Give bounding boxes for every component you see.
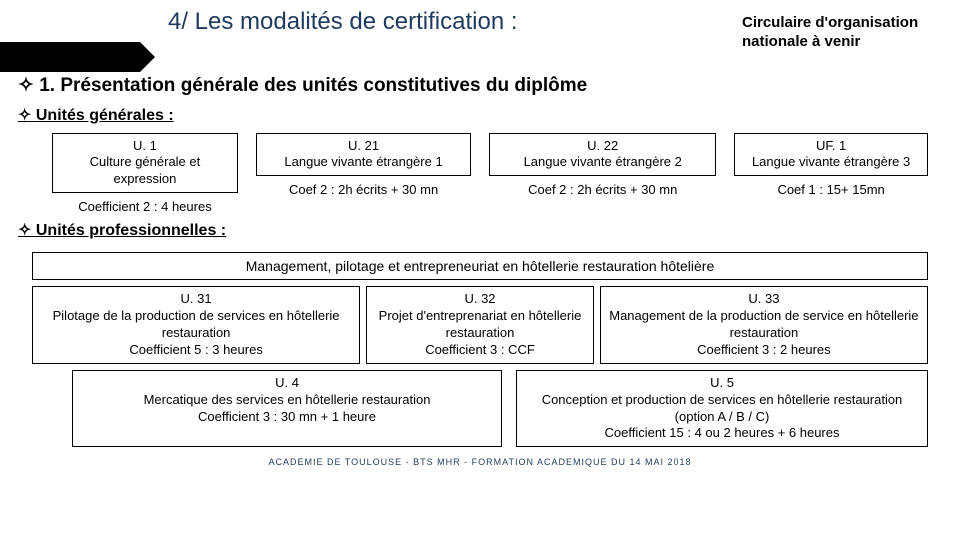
unit-coef: Coef 1 : 15+ 15mn xyxy=(734,182,928,197)
section-1-text: 1. Présentation générale des unités cons… xyxy=(39,75,587,96)
unit-u31: U. 31 Pilotage de la production de servi… xyxy=(32,286,360,364)
bullet-icon: ✧ xyxy=(18,107,31,124)
unit-box: UF. 1 Langue vivante étrangère 3 xyxy=(734,133,928,177)
accent-bar xyxy=(0,42,140,72)
pro-banner: Management, pilotage et entrepreneuriat … xyxy=(32,252,928,280)
unit-u4: U. 4 Mercatique des services en hôteller… xyxy=(72,370,502,448)
header: 4/ Les modalités de certification : Circ… xyxy=(168,8,942,52)
unit-coef: Coef 2 : 2h écrits + 30 mn xyxy=(489,182,716,197)
unit-label: Pilotage de la production de services en… xyxy=(39,308,353,342)
unit-code: U. 21 xyxy=(263,138,464,155)
unit-coef: Coefficient 2 : 4 heures xyxy=(52,199,238,214)
section-2-text: Unités générales : xyxy=(36,107,174,124)
pro-row-1: U. 31 Pilotage de la production de servi… xyxy=(32,286,928,364)
unit-u33: U. 33 Management de la production de ser… xyxy=(600,286,928,364)
section-heading-3: ✧ Unités professionnelles : xyxy=(18,220,942,240)
unit-coef: Coefficient 3 : 2 heures xyxy=(607,342,921,359)
unit-box: U. 22 Langue vivante étrangère 2 xyxy=(489,133,716,177)
unit-box: U. 21 Langue vivante étrangère 1 xyxy=(256,133,471,177)
unit-code: U. 33 xyxy=(607,291,921,308)
unit-code: U. 31 xyxy=(39,291,353,308)
bullet-icon: ✧ xyxy=(18,222,31,239)
slide: 4/ Les modalités de certification : Circ… xyxy=(0,0,960,540)
pro-row-2: U. 4 Mercatique des services en hôteller… xyxy=(32,370,928,448)
unit-code: U. 1 xyxy=(59,138,231,155)
unit-code: U. 5 xyxy=(523,375,921,392)
unit-u22: U. 22 Langue vivante étrangère 2 Coef 2 … xyxy=(489,133,716,215)
unit-coef: Coefficient 3 : 30 mn + 1 heure xyxy=(79,409,495,426)
unit-label: Mercatique des services en hôtellerie re… xyxy=(79,392,495,409)
unit-label: Langue vivante étrangère 3 xyxy=(741,154,921,171)
unit-u21: U. 21 Langue vivante étrangère 1 Coef 2 … xyxy=(256,133,471,215)
unit-label: Management de la production de service e… xyxy=(607,308,921,342)
header-note: Circulaire d'organisation nationale à ve… xyxy=(742,14,942,52)
footer-text: ACADEMIE DE TOULOUSE - BTS MHR - FORMATI… xyxy=(18,457,942,467)
unit-box: U. 1 Culture générale et expression xyxy=(52,133,238,194)
unit-option: (option A / B / C) xyxy=(523,409,921,426)
general-units-row: U. 1 Culture générale et expression Coef… xyxy=(52,133,928,215)
section-3-text: Unités professionnelles : xyxy=(36,222,226,239)
unit-label: Langue vivante étrangère 1 xyxy=(263,154,464,171)
section-heading-1: ✧ 1. Présentation générale des unités co… xyxy=(18,74,942,97)
unit-label: Culture générale et expression xyxy=(59,154,231,188)
unit-label: Langue vivante étrangère 2 xyxy=(496,154,709,171)
unit-coef: Coefficient 3 : CCF xyxy=(373,342,587,359)
unit-coef: Coef 2 : 2h écrits + 30 mn xyxy=(256,182,471,197)
page-title: 4/ Les modalités de certification : xyxy=(168,8,742,36)
unit-coef: Coefficient 5 : 3 heures xyxy=(39,342,353,359)
professional-units: Management, pilotage et entrepreneuriat … xyxy=(32,252,928,447)
section-heading-2: ✧ Unités générales : xyxy=(18,105,942,125)
unit-code: U. 4 xyxy=(79,375,495,392)
unit-uf1: UF. 1 Langue vivante étrangère 3 Coef 1 … xyxy=(734,133,928,215)
unit-label: Projet d'entreprenariat en hôtellerie re… xyxy=(373,308,587,342)
unit-code: U. 32 xyxy=(373,291,587,308)
bullet-icon: ✧ xyxy=(18,75,34,96)
unit-label: Conception et production de services en … xyxy=(523,392,921,409)
unit-u32: U. 32 Projet d'entreprenariat en hôtelle… xyxy=(366,286,594,364)
unit-u5: U. 5 Conception et production de service… xyxy=(516,370,928,448)
unit-u1: U. 1 Culture générale et expression Coef… xyxy=(52,133,238,215)
unit-code: U. 22 xyxy=(496,138,709,155)
unit-coef: Coefficient 15 : 4 ou 2 heures + 6 heure… xyxy=(523,425,921,442)
unit-code: UF. 1 xyxy=(741,138,921,155)
